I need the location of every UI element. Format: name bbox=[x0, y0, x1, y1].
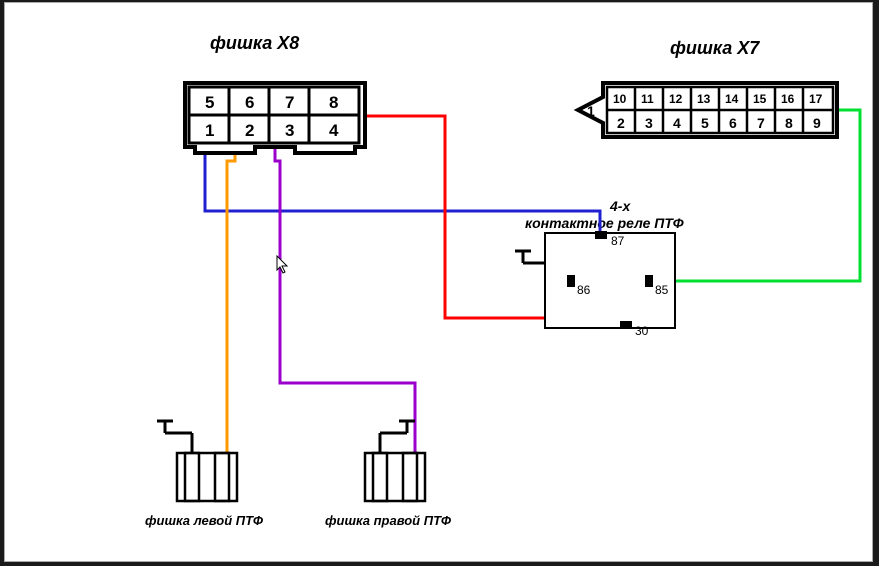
wire-purple bbox=[275, 148, 415, 453]
x8-pin-2: 2 bbox=[245, 121, 254, 140]
cursor-icon bbox=[276, 255, 292, 280]
wire-orange bbox=[227, 148, 235, 453]
ptf-left-socket bbox=[157, 421, 237, 501]
x8-pin-6: 6 bbox=[245, 93, 254, 112]
x8-pin-3: 3 bbox=[285, 121, 294, 140]
x7-pin-16: 16 bbox=[781, 92, 795, 106]
x7-pin-10: 10 bbox=[613, 92, 627, 106]
x7-pin-17: 17 bbox=[809, 92, 823, 106]
relay-pin-30: 30 bbox=[635, 324, 649, 338]
relay: 87 86 85 30 bbox=[515, 231, 675, 338]
x7-pin-15: 15 bbox=[753, 92, 767, 106]
label-relay-line1: 4-х bbox=[610, 198, 630, 214]
label-left-ptf: фишка левой ПТФ bbox=[145, 513, 263, 528]
relay-pin-85: 85 bbox=[655, 283, 669, 297]
x7-pin-11: 11 bbox=[641, 92, 654, 106]
x7-pin-8: 8 bbox=[785, 115, 793, 131]
x7-pin-5: 5 bbox=[701, 115, 709, 131]
x7-pin-2: 2 bbox=[617, 115, 625, 131]
diagram-canvas: фишка X8 фишка X7 4-х контактное реле ПТ… bbox=[4, 2, 873, 562]
x8-pin-1: 1 bbox=[205, 121, 214, 140]
x8-pin-7: 7 bbox=[285, 93, 294, 112]
connector-x8: 5 6 7 8 1 2 3 4 bbox=[185, 83, 365, 153]
x7-pin-9: 9 bbox=[813, 115, 821, 131]
x7-pin-13: 13 bbox=[697, 92, 711, 106]
wire-group bbox=[205, 110, 860, 453]
x7-pin-14: 14 bbox=[725, 92, 739, 106]
x7-pin-7: 7 bbox=[757, 115, 765, 131]
x7-pin-3: 3 bbox=[645, 115, 653, 131]
relay-pin-86: 86 bbox=[577, 283, 591, 297]
relay-pin-87: 87 bbox=[611, 234, 625, 248]
wire-green bbox=[675, 110, 860, 281]
x8-pin-5: 5 bbox=[205, 93, 214, 112]
label-relay-line2: контактное реле ПТФ bbox=[525, 215, 684, 231]
x8-pin-4: 4 bbox=[329, 121, 339, 140]
x7-pin-12: 12 bbox=[669, 92, 683, 106]
label-x8: фишка X8 bbox=[210, 33, 299, 54]
ptf-right-socket bbox=[365, 421, 425, 501]
x7-pin-6: 6 bbox=[729, 115, 737, 131]
label-right-ptf: фишка правой ПТФ bbox=[325, 513, 451, 528]
diagram-svg: 5 6 7 8 1 2 3 4 1 bbox=[5, 3, 874, 563]
label-x7: фишка X7 bbox=[670, 38, 759, 59]
connector-x7: 1 10 11 12 13 14 15 16 bbox=[578, 83, 837, 137]
x7-pin-1: 1 bbox=[587, 103, 595, 119]
x8-pin-8: 8 bbox=[329, 93, 338, 112]
x7-pin-4: 4 bbox=[673, 115, 681, 131]
